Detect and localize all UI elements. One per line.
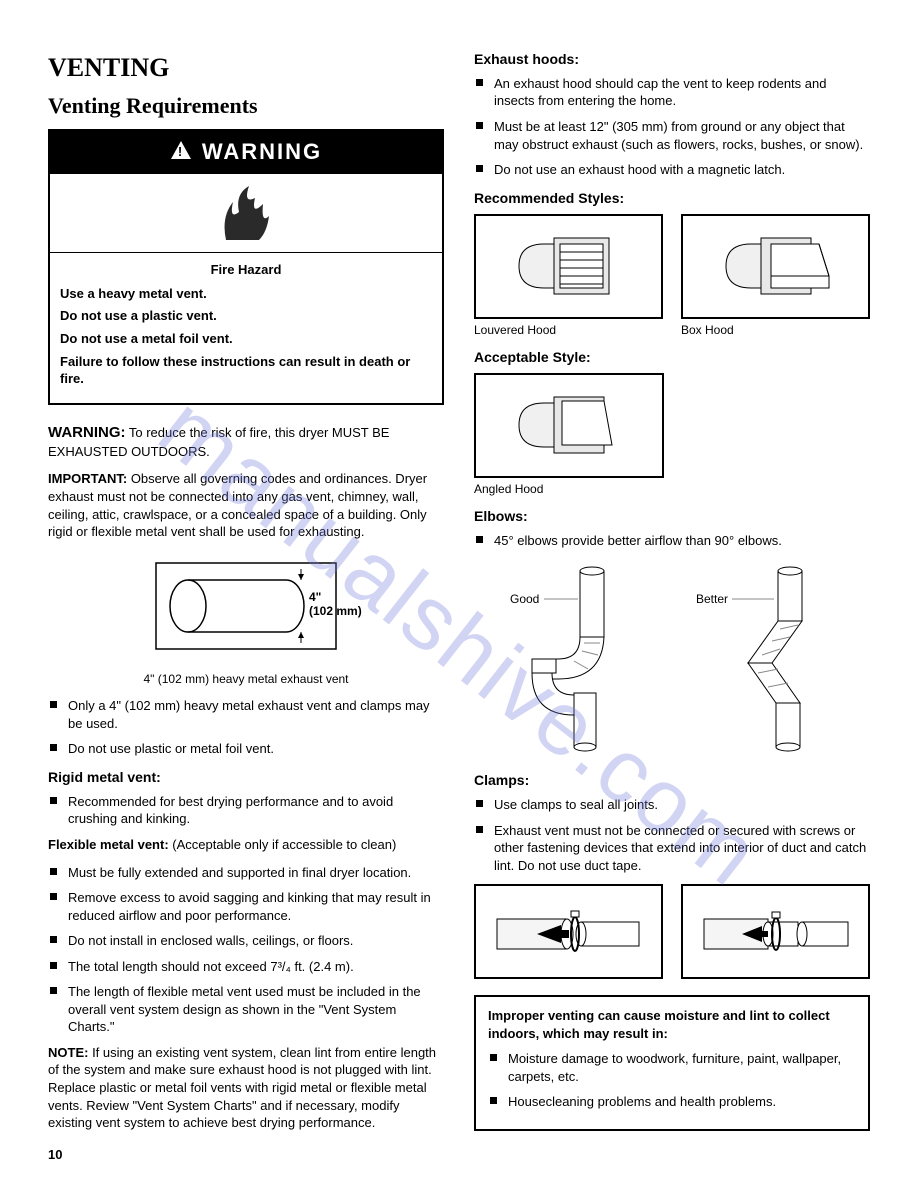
- rigid-bullets: Recommended for best drying performance …: [48, 793, 444, 828]
- flex-note: (Acceptable only if accessible to clean): [169, 837, 397, 852]
- list-item: An exhaust hood should cap the vent to k…: [474, 75, 870, 110]
- page-columns: VENTING Venting Requirements ! WARNING F…: [48, 50, 870, 1142]
- list-item: Exhaust vent must not be connected or se…: [474, 822, 870, 875]
- svg-text:(102 mm): (102 mm): [309, 604, 362, 618]
- svg-text:Good: Good: [510, 592, 539, 606]
- improper-bullets: Moisture damage to woodwork, furniture, …: [488, 1050, 856, 1111]
- elbows-heading: Elbows:: [474, 507, 870, 526]
- hazard-body: Fire Hazard Use a heavy metal vent. Do n…: [50, 253, 442, 402]
- note-text: If using an existing vent system, clean …: [48, 1045, 436, 1130]
- flex-label: Flexible metal vent:: [48, 837, 169, 852]
- elbow-figure: Good Better: [474, 563, 870, 753]
- left-column: VENTING Venting Requirements ! WARNING F…: [48, 50, 444, 1142]
- clamp-figure-left: [474, 884, 663, 979]
- sub-heading: Venting Requirements: [48, 91, 444, 121]
- flexible-heading: Flexible metal vent: (Acceptable only if…: [48, 836, 444, 854]
- clamp-figure-right: [681, 884, 870, 979]
- vent-figure: 4" (102 mm): [48, 551, 444, 666]
- clamp-figures: [474, 884, 870, 979]
- warning-label: WARNING:: [48, 424, 126, 441]
- warning-header-text: WARNING: [202, 139, 322, 164]
- page-number: 10: [48, 1146, 62, 1164]
- list-item: Use clamps to seal all joints.: [474, 796, 870, 814]
- hood-row-acceptable: Angled Hood: [474, 373, 664, 497]
- list-item: Must be at least 12" (305 mm) from groun…: [474, 118, 870, 153]
- hood-row-recommended: Louvered Hood Box Hood: [474, 214, 870, 338]
- list-item: Housecleaning problems and health proble…: [488, 1093, 856, 1111]
- box-hood-item: Box Hood: [681, 214, 870, 338]
- box-hood-label: Box Hood: [681, 322, 870, 338]
- clamps-bullets: Use clamps to seal all joints. Exhaust v…: [474, 796, 870, 874]
- list-item: Remove excess to avoid sagging and kinki…: [48, 889, 444, 924]
- angled-hood-label: Angled Hood: [474, 481, 664, 497]
- svg-text:!: !: [178, 144, 184, 159]
- top-bullets: Only a 4" (102 mm) heavy metal exhaust v…: [48, 697, 444, 758]
- louvered-hood-figure: [474, 214, 663, 319]
- angled-hood-item: Angled Hood: [474, 373, 664, 497]
- list-item: Moisture damage to woodwork, furniture, …: [488, 1050, 856, 1085]
- flame-icon: [50, 174, 442, 254]
- angled-hood-figure: [474, 373, 664, 478]
- hazard-line: Do not use a metal foil vent.: [60, 330, 432, 348]
- warning-paragraph: WARNING: To reduce the risk of fire, thi…: [48, 423, 444, 461]
- list-item: Do not use an exhaust hood with a magnet…: [474, 161, 870, 179]
- box-hood-figure: [681, 214, 870, 319]
- recommended-styles-heading: Recommended Styles:: [474, 189, 870, 208]
- vent-figure-caption: 4" (102 mm) heavy metal exhaust vent: [48, 671, 444, 687]
- exhaust-bullets: An exhaust hood should cap the vent to k…: [474, 75, 870, 179]
- list-item: 45° elbows provide better airflow than 9…: [474, 532, 870, 550]
- list-item: The length of flexible metal vent used m…: [48, 983, 444, 1036]
- list-item: Must be fully extended and supported in …: [48, 864, 444, 882]
- warning-triangle-icon: !: [170, 138, 192, 168]
- hazard-line: Failure to follow these instructions can…: [60, 353, 432, 388]
- main-heading: VENTING: [48, 50, 444, 85]
- improper-lead: Improper venting can cause moisture and …: [488, 1007, 856, 1042]
- list-item: Recommended for best drying performance …: [48, 793, 444, 828]
- list-item: Do not install in enclosed walls, ceilin…: [48, 932, 444, 950]
- hazard-title: Fire Hazard: [60, 261, 432, 279]
- list-item: Only a 4" (102 mm) heavy metal exhaust v…: [48, 697, 444, 732]
- right-column: Exhaust hoods: An exhaust hood should ca…: [474, 50, 870, 1142]
- svg-text:Better: Better: [696, 592, 728, 606]
- note-label: NOTE:: [48, 1045, 88, 1060]
- important-label: IMPORTANT:: [48, 471, 127, 486]
- hazard-line: Use a heavy metal vent.: [60, 285, 432, 303]
- list-item: The total length should not exceed 7³/₄ …: [48, 958, 444, 976]
- note-paragraph: NOTE: If using an existing vent system, …: [48, 1044, 444, 1132]
- flex-bullets: Must be fully extended and supported in …: [48, 864, 444, 1036]
- important-paragraph: IMPORTANT: Observe all governing codes a…: [48, 470, 444, 540]
- list-item: Do not use plastic or metal foil vent.: [48, 740, 444, 758]
- acceptable-style-heading: Acceptable Style:: [474, 348, 870, 367]
- louvered-hood-item: Louvered Hood: [474, 214, 663, 338]
- elbows-bullets: 45° elbows provide better airflow than 9…: [474, 532, 870, 550]
- exhaust-heading: Exhaust hoods:: [474, 50, 870, 69]
- warning-box: ! WARNING Fire Hazard Use a heavy metal …: [48, 129, 444, 405]
- rigid-heading: Rigid metal vent:: [48, 768, 444, 787]
- clamps-heading: Clamps:: [474, 771, 870, 790]
- improper-venting-box: Improper venting can cause moisture and …: [474, 995, 870, 1131]
- warning-header: ! WARNING: [50, 131, 442, 174]
- hazard-line: Do not use a plastic vent.: [60, 307, 432, 325]
- svg-text:4": 4": [309, 590, 321, 604]
- louvered-label: Louvered Hood: [474, 322, 663, 338]
